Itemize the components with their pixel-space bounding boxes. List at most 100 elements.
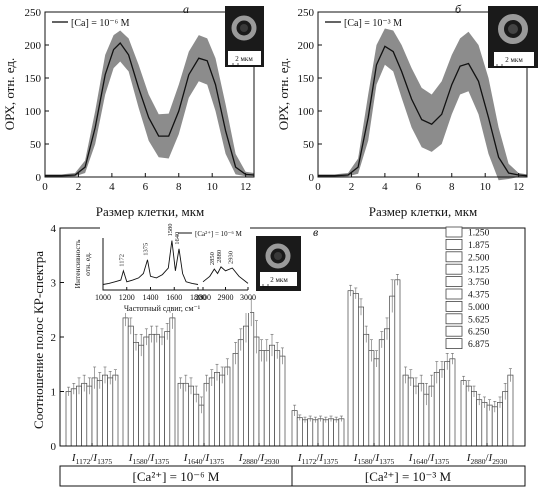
bar	[107, 377, 114, 447]
group-label-part: I	[297, 452, 303, 464]
bar	[491, 406, 498, 447]
spectrum-line-high	[202, 266, 249, 284]
legend-label: 1.250	[468, 229, 490, 239]
group-label-part: 2930	[492, 457, 507, 466]
bar	[389, 295, 396, 447]
bar	[263, 350, 270, 447]
bar-group	[347, 274, 401, 447]
legend-swatch	[445, 300, 463, 312]
group-label-part: /	[372, 452, 376, 464]
bar	[177, 382, 184, 447]
bar	[96, 380, 103, 447]
group-label-part: I	[408, 452, 414, 464]
legend-label: 6.250	[468, 328, 490, 338]
bar	[402, 374, 409, 447]
y-tick-label: 3	[51, 278, 57, 290]
group-label-part: I	[92, 452, 98, 464]
bar	[449, 358, 456, 447]
group-label-part: 1375	[379, 457, 394, 466]
legend-swatch	[445, 338, 463, 350]
condition-label-1: [Ca²⁺] = 10⁻⁶ М	[133, 469, 220, 484]
group-label-part: /	[202, 452, 206, 464]
bar	[378, 339, 385, 447]
x-tick-label: 6	[143, 181, 149, 193]
bar	[102, 374, 108, 447]
bar	[70, 388, 77, 447]
bar	[148, 333, 155, 447]
bar	[322, 419, 329, 447]
bar	[65, 391, 72, 447]
peak-label: 1640	[174, 232, 181, 245]
group-label-part: 1375	[323, 457, 338, 466]
bar-group	[177, 358, 231, 447]
bar	[248, 312, 255, 447]
bar	[203, 382, 210, 447]
group-label-part: 1375	[154, 457, 169, 466]
group-label-part: I	[128, 452, 134, 464]
legend-swatch	[445, 313, 463, 325]
legend-label: 3.125	[468, 266, 490, 276]
bar	[507, 374, 514, 447]
cell-image-b: 2 мкм	[488, 6, 538, 68]
y-tick-label: 250	[298, 7, 315, 19]
panel-b-ylabel: ОРХ, отн. ед.	[276, 58, 291, 131]
bar	[444, 361, 451, 447]
group-label-part: 2880	[470, 457, 485, 466]
y-tick-label: 50	[30, 139, 42, 151]
bar	[368, 350, 375, 447]
group-label-part: 1580	[357, 457, 372, 466]
inset-x-tick-label: 2900	[218, 293, 234, 302]
y-tick-label: 200	[298, 40, 315, 52]
legend-swatch	[445, 263, 463, 275]
y-tick-label: 0	[36, 172, 42, 184]
confidence-band	[45, 30, 254, 177]
bar	[476, 399, 483, 447]
bar	[471, 391, 477, 447]
legend-swatch	[445, 238, 463, 250]
bar	[352, 293, 359, 447]
y-tick-label: 0	[309, 172, 315, 184]
bar	[384, 328, 390, 447]
legend-swatch	[445, 325, 463, 337]
y-tick-label: 150	[25, 73, 42, 85]
y-tick-label: 250	[25, 7, 42, 19]
group-label-part: 1640	[187, 457, 202, 466]
y-tick-label: 200	[25, 40, 42, 52]
bar	[274, 350, 281, 447]
x-tick-label: 10	[207, 181, 219, 193]
bar	[243, 325, 249, 447]
y-tick-label: 4	[51, 223, 57, 235]
group-label-part: I	[430, 452, 436, 464]
bar-group	[232, 298, 286, 447]
scale-label-c: 2 мкм	[270, 276, 288, 284]
legend-swatch	[445, 226, 463, 238]
group-label-part: /	[427, 452, 431, 464]
bar	[133, 342, 139, 447]
legend-label: 4.375	[468, 291, 490, 301]
group-label-part: I	[150, 452, 156, 464]
bar	[112, 374, 119, 447]
bar	[307, 418, 314, 447]
group-label-part: 2880	[242, 457, 257, 466]
group-label-part: I	[488, 452, 494, 464]
legend-label: 5.625	[468, 315, 490, 325]
group-label-part: /	[90, 452, 94, 464]
x-tick-label: 12	[240, 181, 251, 193]
bar	[219, 374, 226, 447]
y-tick-label: 0	[51, 441, 57, 453]
group-label: I1640/I1375	[408, 452, 450, 466]
y-tick-label: 1	[51, 387, 57, 399]
x-tick-label: 2	[76, 181, 82, 193]
bar	[312, 419, 319, 447]
group-label-part: I	[353, 452, 359, 464]
y-tick-label: 2	[51, 332, 57, 344]
cell-image-c: 2 мкм	[256, 236, 301, 291]
group-label-part: I	[71, 452, 77, 464]
bar	[86, 385, 93, 447]
peak-label: 2930	[227, 251, 234, 264]
x-tick-label: 10	[480, 181, 492, 193]
bar	[182, 382, 189, 447]
inset-x-tick-label: 1400	[143, 293, 159, 302]
